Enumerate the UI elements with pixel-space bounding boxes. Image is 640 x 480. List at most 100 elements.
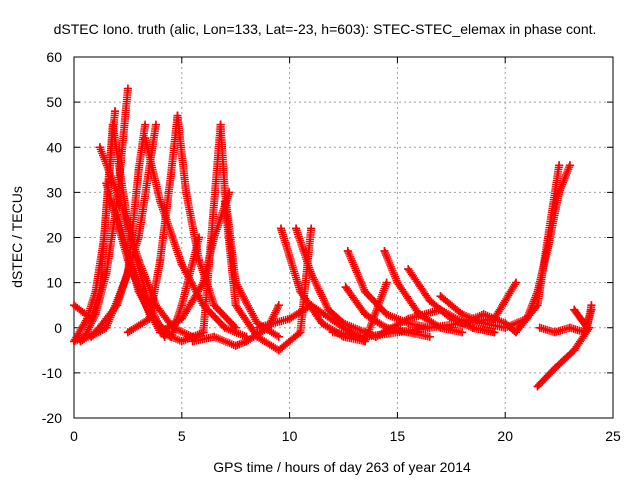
data-point [576,314,585,323]
data-point [555,161,564,170]
data-point [550,328,559,337]
data-point [544,242,553,251]
data-point [167,170,176,179]
data-point [177,260,186,269]
data-point [296,287,305,296]
data-point [511,278,520,287]
y-tick-label: -10 [42,365,62,381]
data-point [535,323,544,332]
data-point [570,346,579,355]
data-point [253,323,262,332]
series-pass-25 [371,305,499,341]
data-point [382,278,391,287]
data-point [404,265,413,274]
data-point [583,323,592,332]
data-point [253,332,262,341]
data-point [274,346,283,355]
data-point [393,278,402,287]
data-point [522,314,531,323]
data-point [501,323,510,332]
data-point [199,278,208,287]
data-marks [70,84,596,391]
data-point [141,134,150,143]
data-point [177,337,186,346]
data-point [425,332,434,341]
data-point [307,301,316,310]
series-pass-29 [533,323,594,391]
data-point [436,305,445,314]
series-pass-18 [253,278,391,346]
x-tick-label: 0 [70,428,78,444]
series-pass-12 [156,188,234,337]
data-point [220,188,229,197]
data-point [307,224,316,233]
data-point [565,161,574,170]
grid [74,57,613,418]
y-tick-label: -20 [42,410,62,426]
x-tick-label: 15 [390,428,406,444]
y-tick-label: 20 [46,230,62,246]
series-pass-19 [343,247,434,332]
data-point [108,120,117,129]
x-tick-label: 10 [282,428,298,444]
data-point [195,256,204,265]
y-tick-label: 50 [46,94,62,110]
data-point [151,120,160,129]
data-point [123,84,132,93]
data-point [292,224,301,233]
data-point [393,328,402,337]
data-point [134,256,143,265]
data-point [70,301,78,310]
data-point [276,224,285,233]
data-point [479,310,488,319]
data-point [274,332,283,341]
data-point [177,301,186,310]
data-point [361,310,370,319]
data-point [382,310,391,319]
data-point [177,314,186,323]
data-point [220,323,229,332]
y-tick-label: 10 [46,275,62,291]
data-point [274,301,283,310]
data-point [195,233,204,242]
data-point [587,301,596,310]
data-point [199,328,208,337]
data-point [565,323,574,332]
data-point [123,328,132,337]
data-point [341,283,350,292]
data-point [141,120,150,129]
data-point [468,323,477,332]
data-point [458,310,467,319]
data-point [324,305,333,314]
data-point [91,328,100,337]
data-point [425,296,434,305]
y-tick-label: 30 [46,184,62,200]
series-pass-27 [501,161,574,332]
data-point [458,328,467,337]
data-point [361,287,370,296]
data-point [216,120,225,129]
data-point [328,328,337,337]
data-point [533,382,542,391]
data-point [173,111,182,120]
series-trail [216,120,283,341]
data-point [156,256,165,265]
series-trail [533,323,594,391]
data-point [490,328,499,337]
data-point [511,328,520,337]
data-point [210,233,219,242]
y-tick-label: 0 [54,320,62,336]
series-pass-13 [216,120,283,341]
data-point [95,143,104,152]
data-point [134,233,143,242]
data-point [533,287,542,296]
x-tick-label: 20 [497,428,513,444]
data-point [134,165,143,174]
data-point [361,332,370,341]
data-point [113,301,122,310]
data-point [550,364,559,373]
data-point [231,323,240,332]
data-point [296,328,305,337]
data-point [95,287,104,296]
